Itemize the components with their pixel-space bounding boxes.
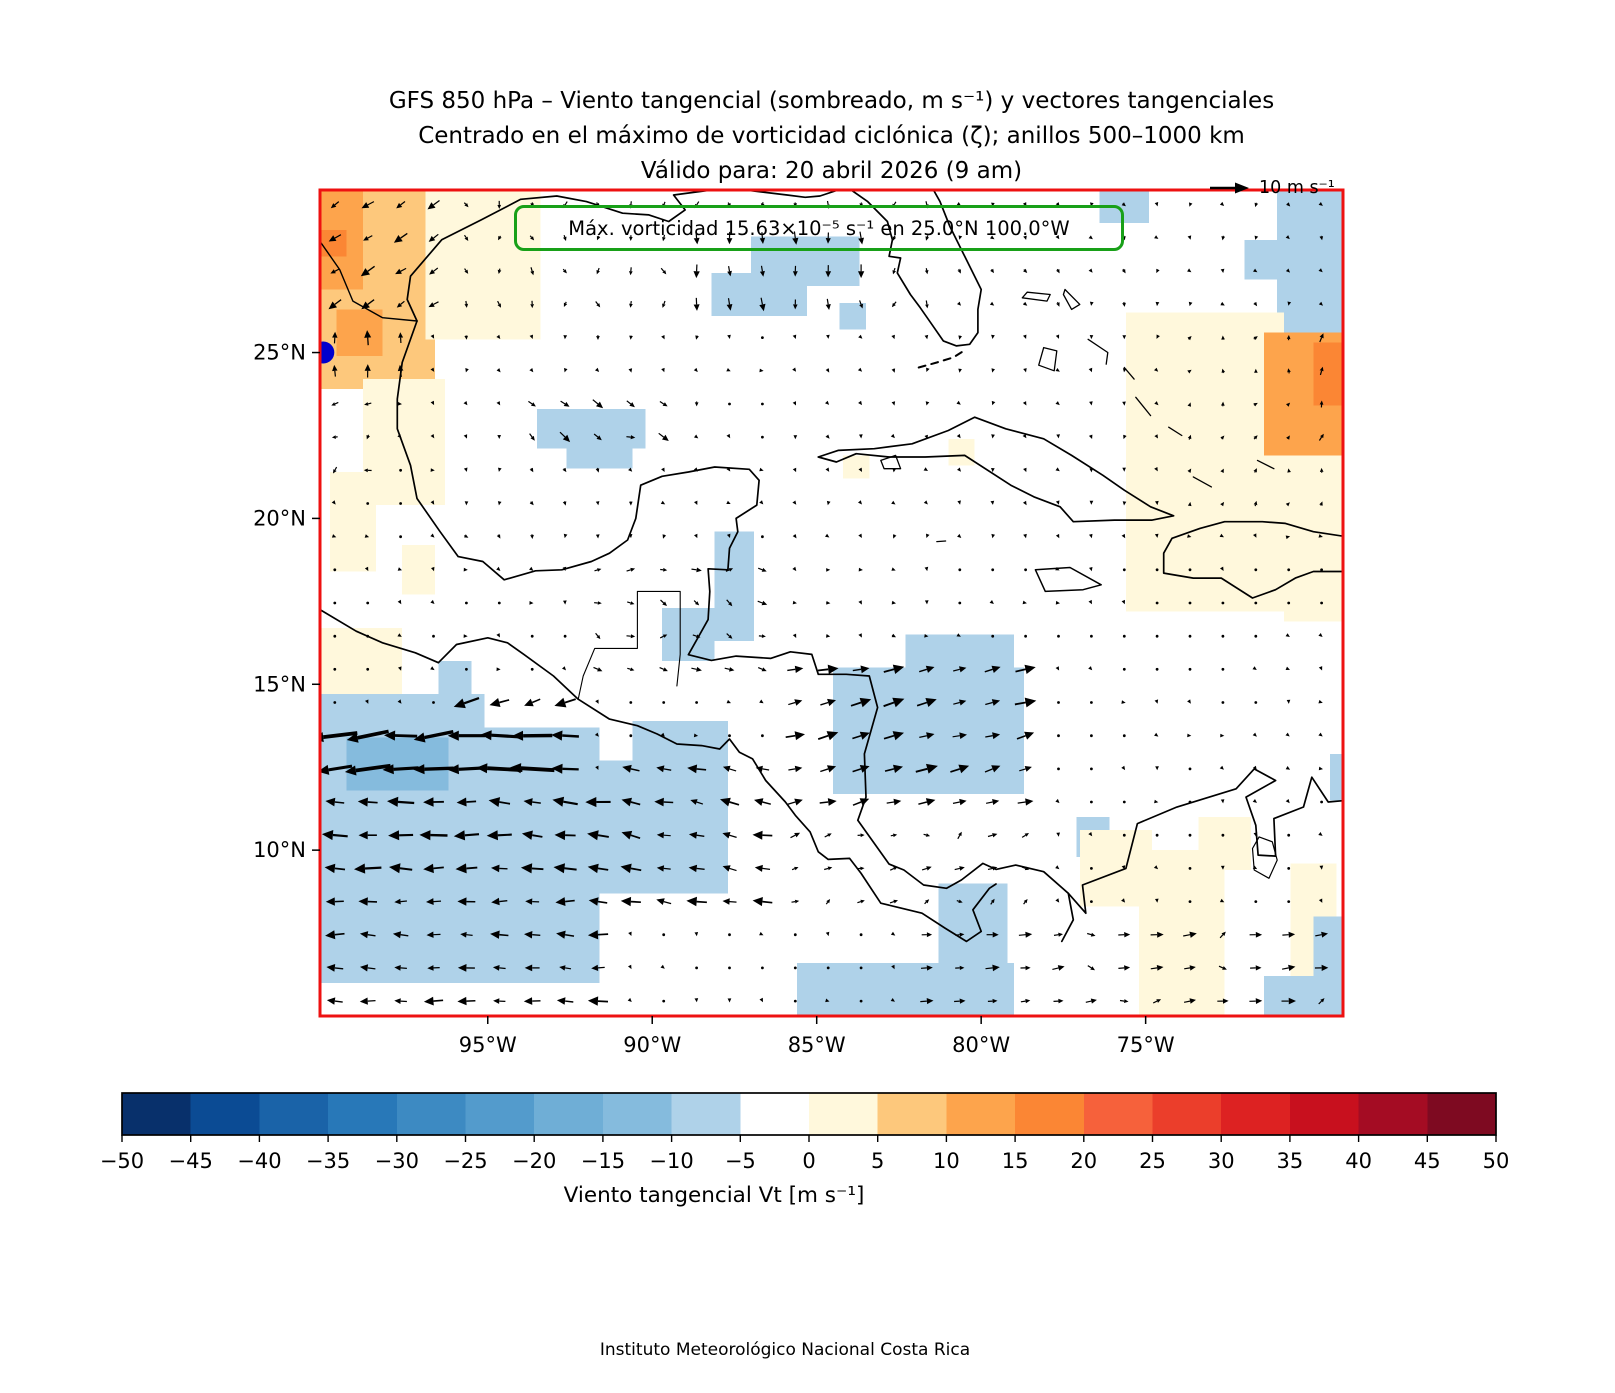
y-tick-label: 15°N bbox=[253, 672, 306, 696]
chart-title: GFS 850 hPa – Viento tangencial (sombrea… bbox=[320, 84, 1343, 189]
title-line-2: Centrado en el máximo de vorticidad cicl… bbox=[418, 123, 1245, 149]
colorbar-tick-label: 20 bbox=[1070, 1149, 1097, 1173]
title-line-3: Válido para: 20 abril 2026 (9 am) bbox=[640, 158, 1023, 184]
vorticity-max-marker bbox=[320, 341, 335, 364]
colorbar-tick-label: −15 bbox=[581, 1149, 625, 1173]
colorbar-tick-label: 25 bbox=[1139, 1149, 1166, 1173]
colorbar-tick-label: 0 bbox=[802, 1149, 815, 1173]
x-tick-label: 90°W bbox=[623, 1033, 681, 1057]
quiver-key-label: 10 m s⁻¹ bbox=[1259, 178, 1335, 198]
map-frame bbox=[318, 188, 1345, 1018]
colorbar-label: Viento tangencial Vt [m s⁻¹] bbox=[564, 1183, 865, 1208]
x-tick-label: 75°W bbox=[1117, 1033, 1175, 1057]
map-layers bbox=[320, 190, 1343, 1016]
colorbar-tick-label: 40 bbox=[1345, 1149, 1372, 1173]
colorbar-tick-label: 45 bbox=[1414, 1149, 1441, 1173]
footer-credit: Instituto Meteorológico Nacional Costa R… bbox=[599, 1340, 971, 1360]
y-tick-label: 10°N bbox=[253, 838, 306, 862]
colorbar-tick-label: −30 bbox=[375, 1149, 419, 1173]
x-tick-label: 80°W bbox=[952, 1033, 1010, 1057]
colorbar-tick-label: 50 bbox=[1483, 1149, 1510, 1173]
colorbar-tick-label: 35 bbox=[1277, 1149, 1304, 1173]
colorbar-tick-label: −50 bbox=[100, 1149, 144, 1173]
reference-arrow-icon bbox=[1210, 182, 1249, 194]
y-axis: 25°N 20°N 15°N 10°N bbox=[253, 341, 320, 862]
colorbar-tick-label: −10 bbox=[649, 1149, 693, 1173]
colorbar-tick-label: −40 bbox=[237, 1149, 281, 1173]
title-line-1: GFS 850 hPa – Viento tangencial (sombrea… bbox=[388, 88, 1275, 114]
colorbar: −50 −45 −40 −35 −30 −25 −20 −15 −10 −5 0 5 10 15 20 25 3… bbox=[100, 1092, 1510, 1208]
x-tick-label: 95°W bbox=[459, 1033, 517, 1057]
colorbar-tick-label: 15 bbox=[1002, 1149, 1029, 1173]
colorbar-tick-label: 5 bbox=[871, 1149, 884, 1173]
colorbar-tick-label: −45 bbox=[169, 1149, 213, 1173]
x-axis: 95°W 90°W 85°W 80°W 75°W bbox=[459, 1016, 1175, 1057]
colorbar-tick-label: −25 bbox=[443, 1149, 487, 1173]
y-tick-label: 20°N bbox=[253, 506, 306, 530]
vorticity-annotation: Máx. vorticidad 15.63×10⁻⁵ s⁻¹ en 25.0°N… bbox=[514, 205, 1124, 251]
wind-vectors-layer bbox=[320, 199, 1329, 1006]
colorbar-tick-label: −35 bbox=[306, 1149, 350, 1173]
quiver-key: 10 m s⁻¹ bbox=[1208, 178, 1335, 198]
x-tick-label: 85°W bbox=[788, 1033, 846, 1057]
colorbar-tick-label: 30 bbox=[1208, 1149, 1235, 1173]
y-tick-label: 25°N bbox=[253, 341, 306, 365]
coastline-layer bbox=[320, 190, 1343, 943]
colorbar-tick-label: −5 bbox=[725, 1149, 756, 1173]
colorbar-tick-label: −20 bbox=[512, 1149, 556, 1173]
colorbar-tick-label: 10 bbox=[933, 1149, 960, 1173]
